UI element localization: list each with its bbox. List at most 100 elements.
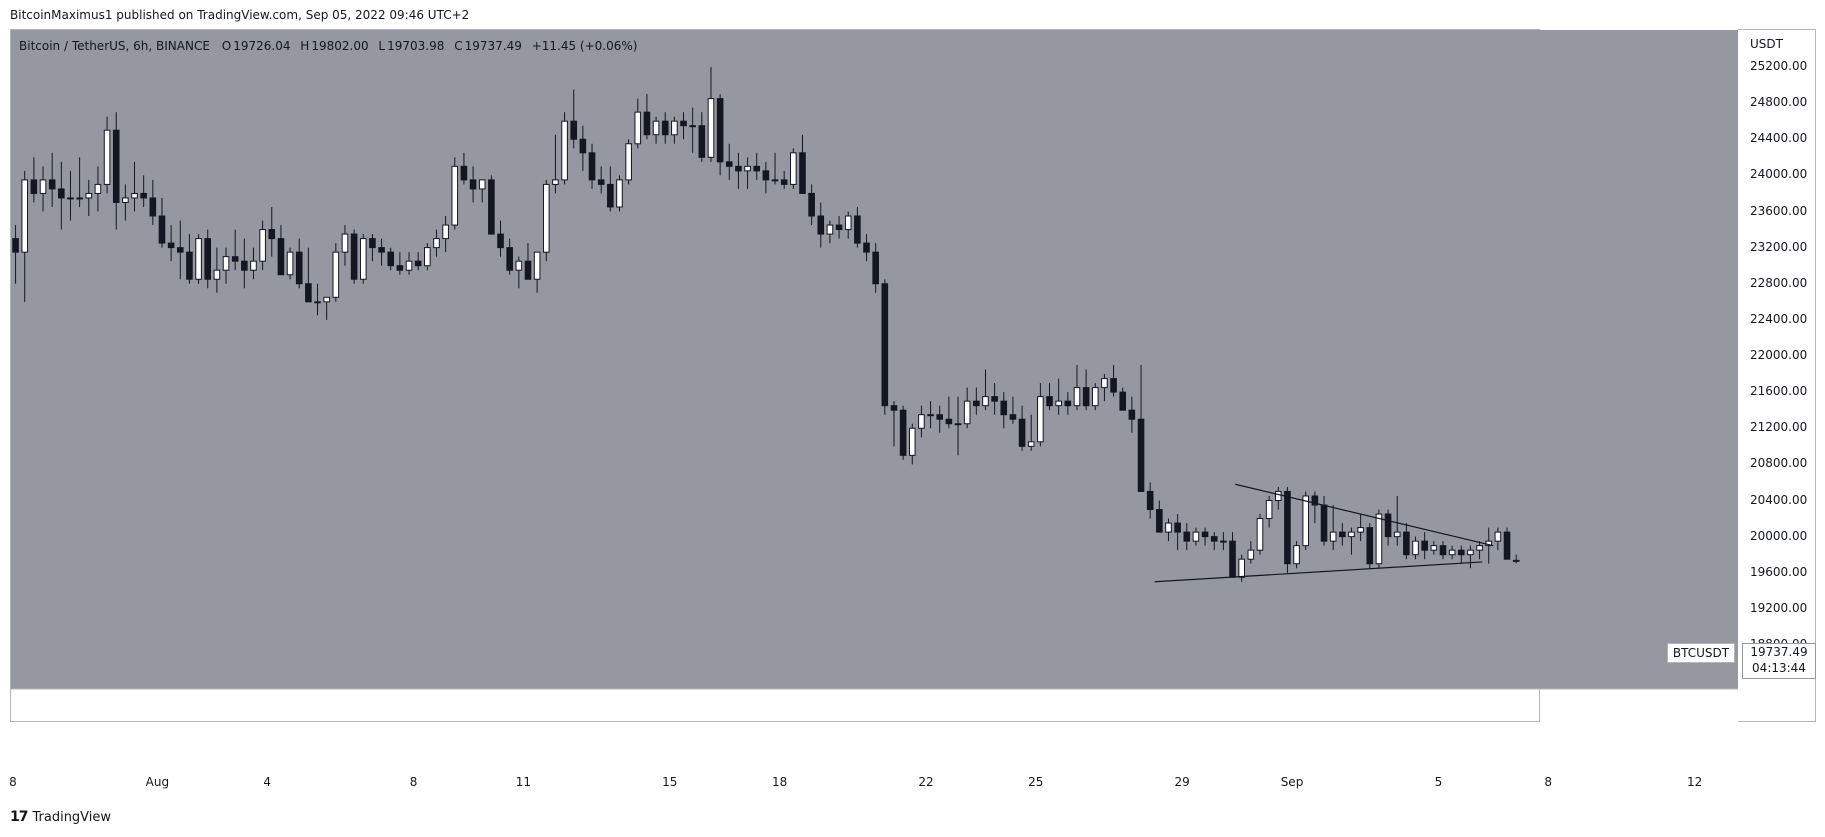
legend-high-value: 19802.00 [311, 39, 369, 53]
tradingview-brand: TradingView [32, 809, 112, 825]
price-axis-tick: 23600.00 [1750, 203, 1808, 218]
candle-down [780, 179, 788, 185]
candle-down [369, 238, 376, 249]
candle-up [1037, 396, 1044, 443]
candle-up [652, 120, 660, 136]
candle-down [140, 192, 147, 199]
candle-down [643, 111, 651, 136]
candle-down [469, 179, 477, 190]
candle-up [323, 296, 330, 303]
time-axis-tick: 15 [662, 775, 678, 789]
candle-up [1329, 531, 1337, 542]
candle-up [478, 179, 486, 190]
candle-down [12, 238, 19, 253]
price-axis-tick: 22000.00 [1750, 348, 1808, 362]
price-axis-tick: 24800.00 [1750, 95, 1808, 110]
candle-down [176, 247, 184, 253]
legend-change: +11.45 (+0.06%) [531, 39, 638, 53]
candle-down [973, 400, 980, 407]
candle-down [762, 170, 770, 181]
candle-down [579, 138, 587, 154]
price-axis-tick: 24400.00 [1750, 131, 1808, 146]
time-axis-tick: 25 [1028, 775, 1044, 789]
price-axis-tick: 24000.00 [1750, 167, 1808, 182]
candle-down [607, 183, 614, 208]
candle-down [305, 283, 312, 303]
candle-down [570, 120, 578, 140]
last-price: 19737.49 [1750, 645, 1808, 659]
legend-high-label: H [300, 39, 310, 53]
candle-up [1375, 513, 1383, 565]
candle-down [991, 396, 998, 402]
candle-down [1174, 522, 1181, 533]
candle-up [771, 179, 779, 182]
candle-down [295, 251, 303, 285]
candle-down [1018, 418, 1026, 447]
candle-down [945, 418, 953, 425]
candle-up [1348, 531, 1355, 538]
candle-down [899, 409, 907, 456]
candle-down [350, 233, 358, 280]
candle-down [872, 251, 879, 285]
candle-up [634, 111, 642, 145]
tradingview-logo[interactable]: 17 TradingView [10, 809, 111, 825]
candle-up [1165, 522, 1172, 533]
candle-down [1082, 387, 1090, 407]
candle-up [790, 152, 797, 185]
candle-up [918, 414, 925, 429]
candle-up [222, 256, 230, 271]
candle-up [195, 238, 202, 280]
last-price-tag: 19737.49 04:13:44 [1742, 643, 1816, 679]
candle-up [1265, 500, 1273, 520]
chart-legend: Bitcoin / TetherUS, 6h, BINANCE O 19726.0… [19, 39, 639, 53]
candle-down [1064, 400, 1072, 407]
price-axis-frame[interactable] [1738, 29, 1816, 722]
candle-up [954, 423, 962, 426]
candle-up [21, 179, 29, 253]
time-axis-tick: 8 [9, 775, 17, 789]
candle-down [1146, 490, 1154, 511]
candle-up [963, 400, 971, 425]
time-axis-tick: 4 [263, 775, 272, 789]
candle-down [231, 256, 239, 262]
candle-down [1046, 396, 1053, 407]
candle-down [1403, 531, 1410, 556]
candle-up [671, 120, 678, 136]
candle-up [1476, 545, 1483, 551]
candle-up [1027, 441, 1035, 447]
candle-down [149, 197, 157, 217]
candle-up [250, 260, 257, 271]
triangle-upper-trendline[interactable] [1235, 483, 1494, 547]
candle-down [378, 247, 385, 253]
candle-down [835, 224, 843, 231]
candle-down [799, 152, 806, 194]
candle-down [863, 242, 870, 253]
triangle-lower-trendline[interactable] [1154, 561, 1483, 583]
candle-down [48, 179, 56, 190]
candle-down [597, 179, 605, 185]
candle-down [680, 120, 687, 127]
candle-up [332, 251, 340, 298]
legend-low-value: 19703.98 [387, 39, 445, 53]
candle-up [39, 179, 47, 194]
candle-up [67, 197, 74, 200]
time-axis-tick: Aug [145, 775, 170, 789]
candle-up [1274, 490, 1282, 501]
price-chart[interactable] [11, 30, 1738, 719]
candle-up [982, 396, 989, 407]
candle-down [1009, 414, 1017, 420]
candle-down [661, 120, 669, 136]
candle-down [241, 260, 248, 271]
price-axis-unit: USDT [1750, 37, 1783, 51]
candle-down [524, 260, 532, 280]
legend-open-value: 19726.04 [233, 39, 291, 53]
candle-down [854, 215, 861, 244]
candle-up [259, 229, 266, 262]
candle-down [588, 152, 596, 181]
candle-up [552, 179, 559, 185]
candle-down [167, 242, 175, 249]
candle-down [753, 165, 761, 172]
publish-info: BitcoinMaximus1 published on TradingView… [10, 8, 470, 22]
tradingview-logo-icon: 17 [10, 809, 29, 825]
candle-up [341, 233, 349, 253]
